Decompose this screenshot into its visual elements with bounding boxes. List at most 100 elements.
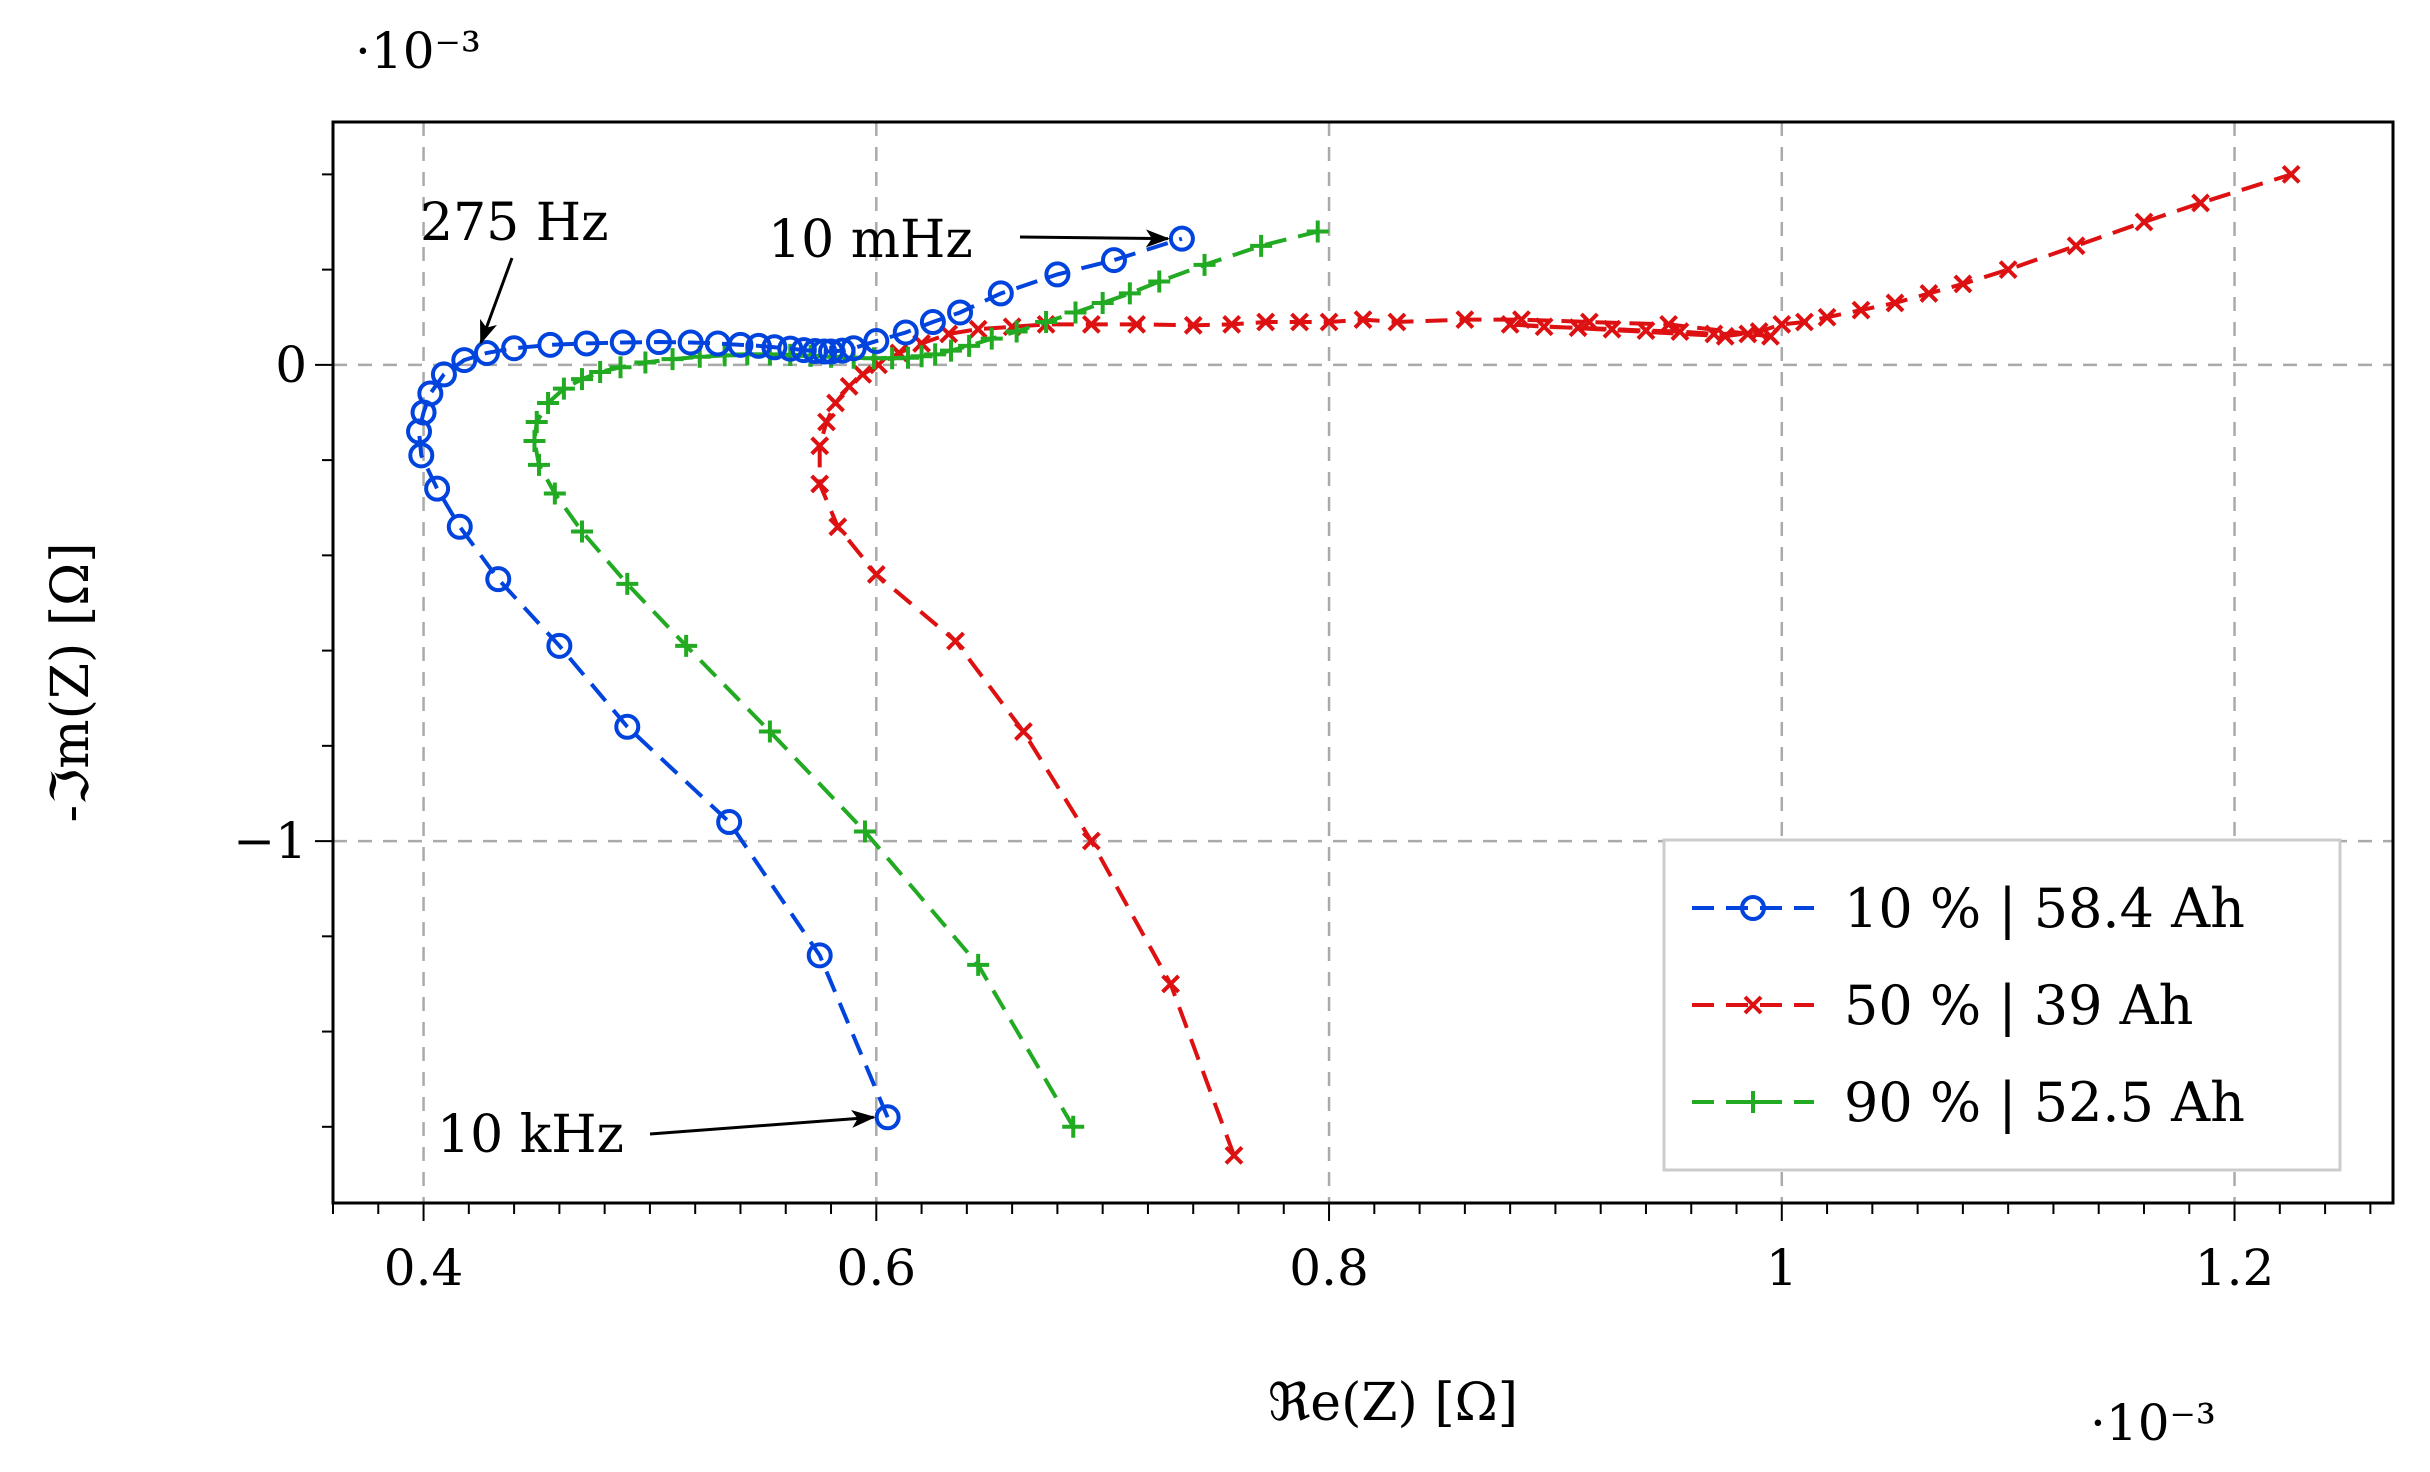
data-point bbox=[745, 332, 772, 359]
data-point bbox=[892, 319, 919, 346]
data-point bbox=[1118, 282, 1141, 305]
data-point bbox=[1044, 261, 1071, 288]
data-point bbox=[1353, 310, 1373, 330]
data-point bbox=[919, 309, 946, 336]
data-point bbox=[1743, 995, 1763, 1015]
data-point bbox=[543, 482, 566, 505]
data-point bbox=[777, 335, 804, 362]
data-point bbox=[829, 337, 856, 364]
data-point bbox=[1014, 722, 1033, 741]
data-point bbox=[980, 327, 1003, 350]
data-point bbox=[810, 436, 830, 456]
data-point bbox=[451, 347, 478, 374]
data-point bbox=[1193, 253, 1216, 276]
data-point bbox=[853, 364, 873, 384]
data-point bbox=[1602, 319, 1622, 339]
data-point bbox=[1081, 314, 1101, 334]
data-point bbox=[1817, 307, 1837, 327]
annotation-275hz: 275 Hz bbox=[420, 193, 609, 253]
data-point bbox=[2191, 193, 2210, 213]
data-point bbox=[1772, 314, 1792, 334]
data-point bbox=[525, 411, 548, 434]
data-point bbox=[1183, 315, 1203, 335]
data-point bbox=[2281, 164, 2301, 184]
annotation-arrow bbox=[649, 1109, 876, 1136]
data-point bbox=[1742, 1091, 1764, 1113]
data-point bbox=[1168, 225, 1195, 252]
data-point bbox=[614, 713, 641, 740]
data-point bbox=[537, 331, 564, 358]
data-point bbox=[1579, 312, 1599, 332]
series-plus bbox=[523, 220, 1329, 1138]
x-tick-label: 0.6 bbox=[837, 1239, 917, 1297]
annotation-arrow bbox=[1019, 229, 1170, 248]
data-point bbox=[661, 348, 684, 371]
data-point bbox=[485, 566, 512, 593]
data-point bbox=[408, 442, 435, 469]
data-point bbox=[523, 430, 546, 453]
data-point bbox=[571, 520, 594, 543]
legend: 10 % | 58.4 Ah 50 % | 39 Ah 90 % | 52.5 Ah bbox=[1662, 838, 2342, 1172]
data-point bbox=[1222, 314, 1242, 334]
data-point bbox=[528, 453, 550, 476]
data-point bbox=[616, 572, 639, 595]
data-point bbox=[1795, 312, 1814, 332]
data-point bbox=[1064, 301, 1087, 324]
y-tick-label: 0 bbox=[275, 336, 307, 394]
data-point bbox=[958, 334, 981, 357]
data-point bbox=[1319, 312, 1339, 332]
x-tick-label: 0.8 bbox=[1289, 1239, 1369, 1297]
data-point bbox=[967, 953, 990, 976]
data-point bbox=[417, 380, 444, 407]
data-point bbox=[1534, 317, 1554, 337]
data-point bbox=[677, 329, 704, 356]
x-tick-label: 1 bbox=[1766, 1239, 1798, 1297]
data-point bbox=[546, 632, 573, 659]
data-point bbox=[1035, 311, 1058, 334]
data-point bbox=[806, 942, 833, 969]
data-point bbox=[609, 329, 636, 356]
data-point bbox=[1715, 326, 1735, 346]
series-line bbox=[416, 236, 1183, 1119]
legend-entry: 50 % | 39 Ah bbox=[1692, 974, 2193, 1037]
series-line bbox=[532, 229, 1319, 1128]
data-point bbox=[1568, 318, 1588, 338]
annotation-10mhz: 10 mHz bbox=[768, 210, 973, 270]
data-point bbox=[940, 339, 962, 362]
data-point bbox=[1919, 284, 1939, 303]
data-point bbox=[1148, 270, 1171, 293]
data-point bbox=[1387, 312, 1407, 332]
data-point bbox=[634, 351, 657, 374]
data-point bbox=[424, 475, 451, 502]
data-point bbox=[1127, 314, 1147, 334]
data-point bbox=[727, 331, 754, 358]
legend-label: 90 % | 52.5 Ah bbox=[1844, 1071, 2245, 1134]
annotation-arrow bbox=[479, 257, 514, 345]
y-multiplier-label: ·10⁻³ bbox=[355, 22, 481, 80]
data-point bbox=[828, 517, 848, 537]
data-point bbox=[817, 412, 836, 432]
data-point bbox=[675, 634, 698, 657]
data-point bbox=[874, 1104, 901, 1131]
series-circle bbox=[406, 225, 1195, 1131]
data-point bbox=[1455, 310, 1475, 330]
data-point bbox=[802, 338, 829, 365]
x-tick-label: 1.2 bbox=[2195, 1239, 2275, 1297]
data-point bbox=[1636, 321, 1656, 340]
data-point bbox=[589, 361, 612, 384]
legend-label: 50 % | 39 Ah bbox=[1844, 974, 2193, 1037]
y-axis-title: -ℑm(Z) [Ω] bbox=[41, 542, 101, 822]
series-layer bbox=[406, 164, 2301, 1165]
data-point bbox=[840, 335, 867, 362]
annotations: 275 Hz 10 mHz 10 kHz bbox=[420, 193, 1170, 1165]
data-point bbox=[1062, 1115, 1085, 1138]
y-tick-label: −1 bbox=[233, 812, 307, 870]
data-point bbox=[645, 329, 672, 356]
data-point bbox=[1256, 312, 1276, 332]
data-point bbox=[1659, 314, 1679, 334]
data-point bbox=[947, 299, 974, 326]
legend-entry: 90 % | 52.5 Ah bbox=[1692, 1071, 2245, 1134]
x-axis-title: ℜe(Z) [Ω] bbox=[1268, 1373, 1518, 1433]
data-point bbox=[430, 361, 457, 388]
